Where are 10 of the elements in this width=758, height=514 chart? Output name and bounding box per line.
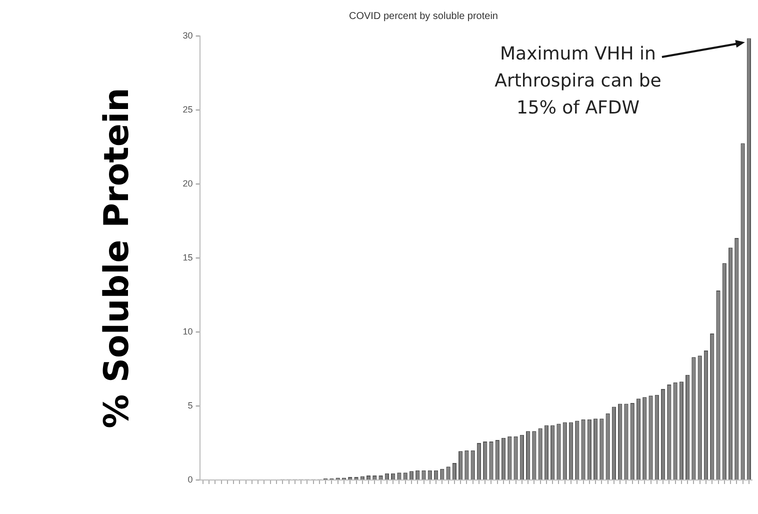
annotation: Maximum VHH in Arthrospira can be 15% of AFDW <box>494 44 662 119</box>
y-tick-label: 15 <box>182 252 193 262</box>
y-tick-label: 5 <box>188 400 193 410</box>
y-axis-title: % Soluble Protein <box>97 88 138 428</box>
y-tick-label: 0 <box>188 474 193 484</box>
y-tick-label: 25 <box>182 104 193 114</box>
chart-title: COVID percent by soluble protein <box>349 10 498 22</box>
y-tick-label: 20 <box>182 178 193 188</box>
y-tick-label: 10 <box>182 326 193 336</box>
y-tick-label: 30 <box>182 30 193 40</box>
